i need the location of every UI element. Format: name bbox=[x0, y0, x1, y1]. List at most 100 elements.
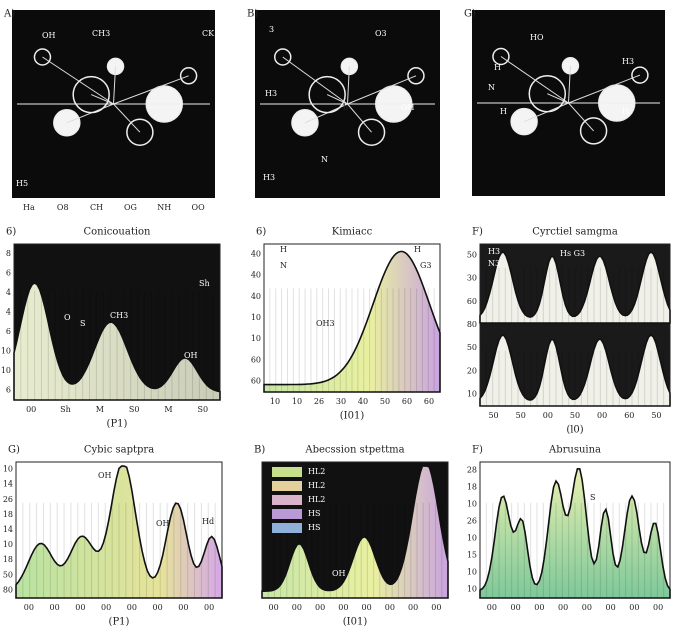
x-label: 00 bbox=[127, 603, 137, 612]
annotation: OH bbox=[332, 569, 346, 578]
x-label: 26 bbox=[314, 397, 324, 406]
x-label: 00 bbox=[153, 603, 163, 612]
y-label: 6 bbox=[6, 385, 11, 394]
panel-caption: (I01) bbox=[343, 617, 368, 628]
panel: A) OH CH3 CK H5 Ha O8 CH OG NH OO bbox=[3, 9, 215, 213]
molecule-node bbox=[579, 117, 608, 145]
x-label: 00 bbox=[408, 603, 418, 612]
bond bbox=[326, 94, 348, 105]
panel-label: F) bbox=[472, 445, 483, 456]
y-label: 10 bbox=[251, 313, 261, 322]
panel: F) Cyrctiel samgma (l0) H3 N3 Hs G3 50 50 00 50 00… bbox=[467, 227, 671, 436]
curve bbox=[15, 465, 223, 599]
x-label: 50 bbox=[570, 411, 580, 420]
x-label: 60 bbox=[624, 411, 634, 420]
molecule-node bbox=[510, 107, 538, 136]
annotation: OH bbox=[156, 519, 170, 528]
annotation: O bbox=[64, 313, 71, 322]
panel: 6) Conicouation (P1) OS CH3 OH Sh 00 Sh M S0 M S0 8 6 4… bbox=[1, 227, 221, 430]
y-label: 40 bbox=[251, 250, 261, 259]
molecule-node bbox=[179, 67, 198, 85]
x-label: 50 bbox=[488, 411, 498, 420]
y-label: 18 bbox=[467, 483, 477, 492]
molecule-node bbox=[631, 66, 649, 84]
y-label: 14 bbox=[3, 525, 13, 534]
y-label: 10 bbox=[467, 534, 477, 543]
annotation: S bbox=[80, 319, 85, 328]
y-label: 60 bbox=[467, 297, 477, 306]
x-label: 00 bbox=[582, 603, 592, 612]
bond bbox=[568, 74, 641, 104]
panel-title: Kimiacc bbox=[332, 227, 373, 238]
x-label: 00 bbox=[511, 603, 521, 612]
panel-caption: (l0) bbox=[566, 425, 583, 436]
molecule-node bbox=[274, 48, 292, 66]
bond bbox=[347, 103, 372, 133]
y-label: 60 bbox=[251, 376, 261, 385]
panel-caption: (P1) bbox=[109, 617, 130, 628]
molecule-node bbox=[72, 75, 110, 114]
annotation: OH bbox=[42, 31, 56, 40]
panel-label: 6) bbox=[256, 227, 266, 238]
bond bbox=[568, 102, 594, 132]
x-label: S0 bbox=[129, 405, 140, 414]
bond bbox=[42, 56, 114, 105]
x-label: OG bbox=[124, 203, 137, 212]
panel-title: Abecssion stpettma bbox=[304, 445, 404, 456]
panel-title: Conicouation bbox=[83, 227, 151, 238]
annotation: h bbox=[343, 103, 348, 112]
legend-swatch bbox=[272, 481, 302, 491]
annotation: N bbox=[488, 83, 495, 92]
panel-label: 6) bbox=[6, 227, 16, 238]
legend-swatch bbox=[272, 467, 302, 477]
y-label: 80 bbox=[467, 320, 477, 329]
x-label: 00 bbox=[653, 603, 663, 612]
y-label: 14 bbox=[3, 480, 13, 489]
x-label: 00 bbox=[292, 603, 302, 612]
x-label: 50 bbox=[380, 397, 390, 406]
annotation: S bbox=[590, 493, 595, 502]
panel-label: G) bbox=[8, 445, 20, 456]
y-label: 6 bbox=[6, 327, 11, 336]
y-label: 4 bbox=[6, 307, 11, 316]
annotation: Sh bbox=[199, 279, 210, 288]
panel: F) Abrusuina S 00 00 00 00 00 00 00 00 28 18 10 26 10 15… bbox=[467, 445, 671, 612]
annotation: O3 bbox=[375, 29, 387, 38]
y-label: 40 bbox=[251, 271, 261, 280]
x-label: S0 bbox=[198, 405, 209, 414]
panel-caption: (P1) bbox=[107, 419, 128, 430]
annotation: Hd bbox=[202, 517, 214, 526]
y-label: 30 bbox=[467, 274, 477, 283]
annotation: H bbox=[414, 245, 421, 254]
annotation: CH3 bbox=[110, 311, 128, 320]
panel-label: B) bbox=[254, 445, 265, 456]
annotation: HL2 bbox=[308, 495, 325, 504]
y-label: 80 bbox=[3, 585, 13, 594]
x-label: 00 bbox=[558, 603, 568, 612]
y-label: 6 bbox=[6, 268, 11, 277]
panel-label: A) bbox=[3, 9, 15, 20]
molecule-node bbox=[126, 118, 154, 146]
annotation: H bbox=[500, 107, 507, 116]
x-label: 00 bbox=[178, 603, 188, 612]
panel-title: Abrusuina bbox=[548, 445, 601, 456]
annotation: H3 bbox=[488, 247, 500, 256]
x-label: OO bbox=[192, 203, 206, 212]
x-label: CH bbox=[90, 203, 103, 212]
y-label: 10 bbox=[467, 568, 477, 577]
bond bbox=[90, 94, 114, 105]
curve bbox=[479, 467, 671, 599]
molecule-node bbox=[33, 48, 52, 66]
x-label: 00 bbox=[534, 603, 544, 612]
panel: G) HO H3 H N H H bbox=[464, 9, 665, 196]
bond bbox=[113, 66, 117, 105]
molecule-node bbox=[407, 67, 425, 85]
annotation: 3 bbox=[269, 25, 274, 34]
molecule-node bbox=[492, 47, 510, 66]
annotation: HO bbox=[530, 33, 544, 42]
y-label: 60 bbox=[251, 355, 261, 364]
panel: G) Cybic saptpra (P1) OH OH Hd 00 00 00 00 00 00 00 0… bbox=[3, 445, 223, 628]
y-label: 26 bbox=[3, 495, 13, 504]
annotation: Hs G3 bbox=[560, 249, 585, 258]
